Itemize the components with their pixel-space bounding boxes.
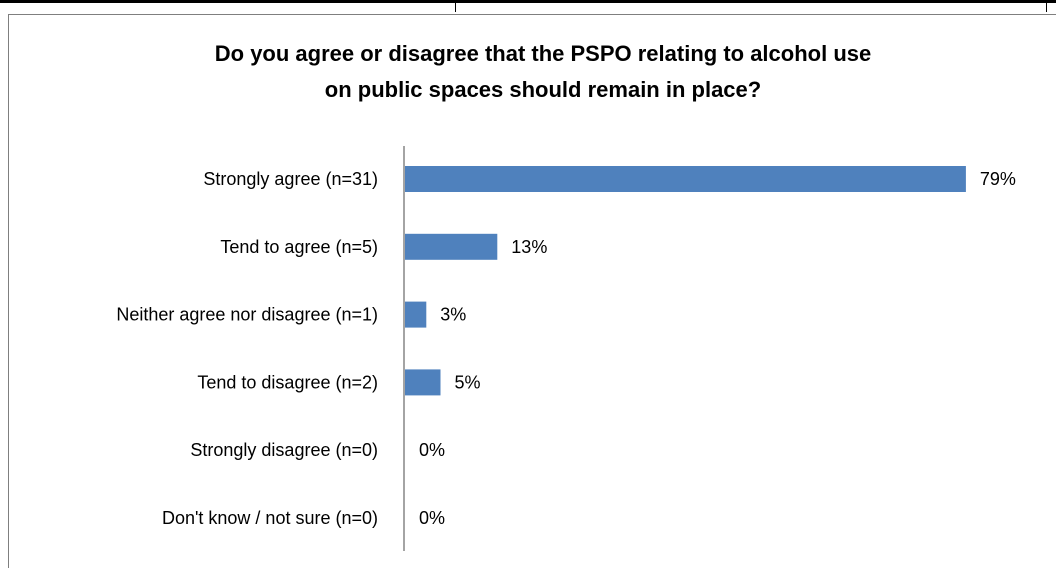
data-label: 0% [419,508,445,528]
bar [405,369,441,396]
category-label: Neither agree nor disagree (n=1) [116,305,378,325]
chart-frame [8,14,1056,568]
top-border-tick [1046,0,1047,12]
chart-title-line-2: on public spaces should remain in place? [324,77,762,102]
bar [405,166,966,192]
bar [405,301,427,328]
top-border-rule [0,0,1056,3]
data-label: 3% [440,305,466,325]
category-label: Don't know / not sure (n=0) [162,508,378,528]
data-label: 79% [980,169,1016,189]
chart-title: Do you agree or disagree that the PSPO r… [100,36,986,108]
category-label: Strongly disagree (n=0) [190,440,378,460]
bar [405,233,498,260]
category-label: Strongly agree (n=31) [203,169,378,189]
data-label: 5% [455,372,481,392]
chart-title-line-1: Do you agree or disagree that the PSPO r… [214,41,872,66]
category-label: Tend to agree (n=5) [220,237,378,257]
data-label: 0% [419,440,445,460]
data-label: 13% [511,237,547,257]
top-border-tick [455,0,456,12]
category-label: Tend to disagree (n=2) [197,372,378,392]
